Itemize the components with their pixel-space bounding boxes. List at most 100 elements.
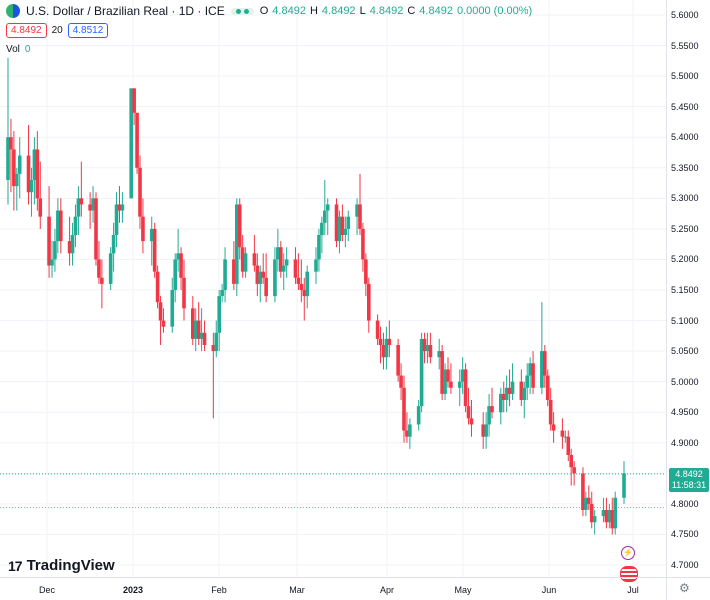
candle-body [364,259,368,283]
candle-body [273,259,277,296]
ohlc-open-value: 4.8492 [272,5,306,17]
candle-body [613,498,617,529]
candle-body [217,296,221,333]
time-tick-label: Feb [211,585,227,595]
price-tick-label: 4.7500 [671,529,710,539]
candle-body [317,235,321,259]
candle-body [9,137,13,149]
tradingview-logo-icon: 17 [8,558,22,574]
time-tick-label: Dec [39,585,55,595]
price-tick-label: 4.9000 [671,438,710,448]
ohlc-values: O 4.8492 H 4.8492 L 4.8492 C 4.8492 0.0000 (… [260,5,532,17]
candle-body [388,339,392,345]
candle-body [593,516,597,522]
price-tick-label: 5.5500 [671,41,710,51]
time-tick-label: 2023 [123,585,143,595]
candle-body [484,424,488,436]
time-tick-label: Jun [542,585,557,595]
time-axis[interactable]: Dec 2023 Feb Mar Apr May Jun Jul [0,577,666,600]
candle-body [156,272,160,303]
candle-body [566,437,570,455]
candle-body [622,473,626,497]
last-price-label: 4.8492 11:58:31 [669,468,709,492]
gear-icon[interactable]: ⚙ [679,581,690,595]
candle-body [402,388,406,431]
candle-body [97,259,101,277]
candlestick-chart[interactable] [0,0,666,577]
currency-flag-icon [6,4,20,18]
candle-body [361,229,365,260]
candle-body [80,198,84,204]
ohlc-close-value: 4.8492 [419,5,453,17]
price-tick-label: 4.9500 [671,407,710,417]
price-tick-label: 5.2000 [671,254,710,264]
candle-body [587,498,591,504]
candle-body [50,259,54,265]
candle-body [53,241,57,259]
candle-body [285,259,289,265]
candle-body [36,149,40,198]
candle-body [173,259,177,290]
time-tick-label: Apr [380,585,394,595]
ohlc-close-label: C [407,5,415,17]
sell-price-button[interactable]: 4.8492 [6,23,47,38]
volume-legend[interactable]: Vol 0 [6,44,30,55]
candle-body [323,211,327,223]
candle-body [531,363,535,387]
candle-body [223,259,227,290]
candle-body [71,235,75,253]
market-status-badge[interactable] [231,8,254,15]
candle-body [100,278,104,284]
candle-body [170,290,174,327]
candle-body [30,180,34,192]
candle-body [396,345,400,376]
price-tick-label: 5.6000 [671,10,710,20]
last-price-value: 4.8492 [669,469,709,480]
candle-body [59,211,63,242]
candle-body [159,302,163,320]
price-tick-label: 5.4500 [671,102,710,112]
candle-body [282,266,286,272]
buy-price-button[interactable]: 4.8512 [68,23,109,38]
candle-body [376,321,380,339]
candle-body [467,406,471,418]
candle-body [305,272,309,296]
candle-body [179,253,183,277]
candle-body [490,406,494,412]
candle-body [182,278,186,309]
candle-body [214,333,218,351]
time-tick-label: Mar [289,585,305,595]
candle-body [458,382,462,388]
ohlc-change-value: 0.0000 (0.00%) [457,5,532,17]
status-dot-icon [244,9,249,14]
price-tick-label: 5.2500 [671,224,710,234]
ohlc-low-value: 4.8492 [370,5,404,17]
candle-body [74,217,78,235]
candle-body [320,223,324,235]
ohlc-low-label: L [360,5,366,17]
candle-body [367,284,371,321]
chart-area[interactable]: U.S. Dollar / Brazilian Real · 1D · ICE … [0,0,666,577]
candle-body [464,369,468,406]
axis-settings[interactable]: ⚙ [666,577,710,600]
candle-body [344,229,348,235]
candle-body [546,376,550,400]
candle-body [253,253,257,265]
candle-body [525,376,529,388]
lightning-icon[interactable]: ⚡ [621,546,635,560]
candle-body [379,339,383,345]
symbol-title[interactable]: U.S. Dollar / Brazilian Real · 1D · ICE [26,4,225,18]
candle-body [549,400,553,424]
candle-body [244,253,248,271]
candle-body [429,345,433,357]
candle-body [446,369,450,381]
tradingview-logo[interactable]: 17 TradingView [8,557,115,574]
candle-body [569,455,573,467]
candle-body [38,198,42,216]
candle-body [314,259,318,271]
ohlc-open-label: O [260,5,269,17]
countdown-timer: 11:58:31 [669,480,709,491]
price-tick-label: 5.1500 [671,285,710,295]
candle-body [135,113,139,168]
candle-body [543,351,547,375]
